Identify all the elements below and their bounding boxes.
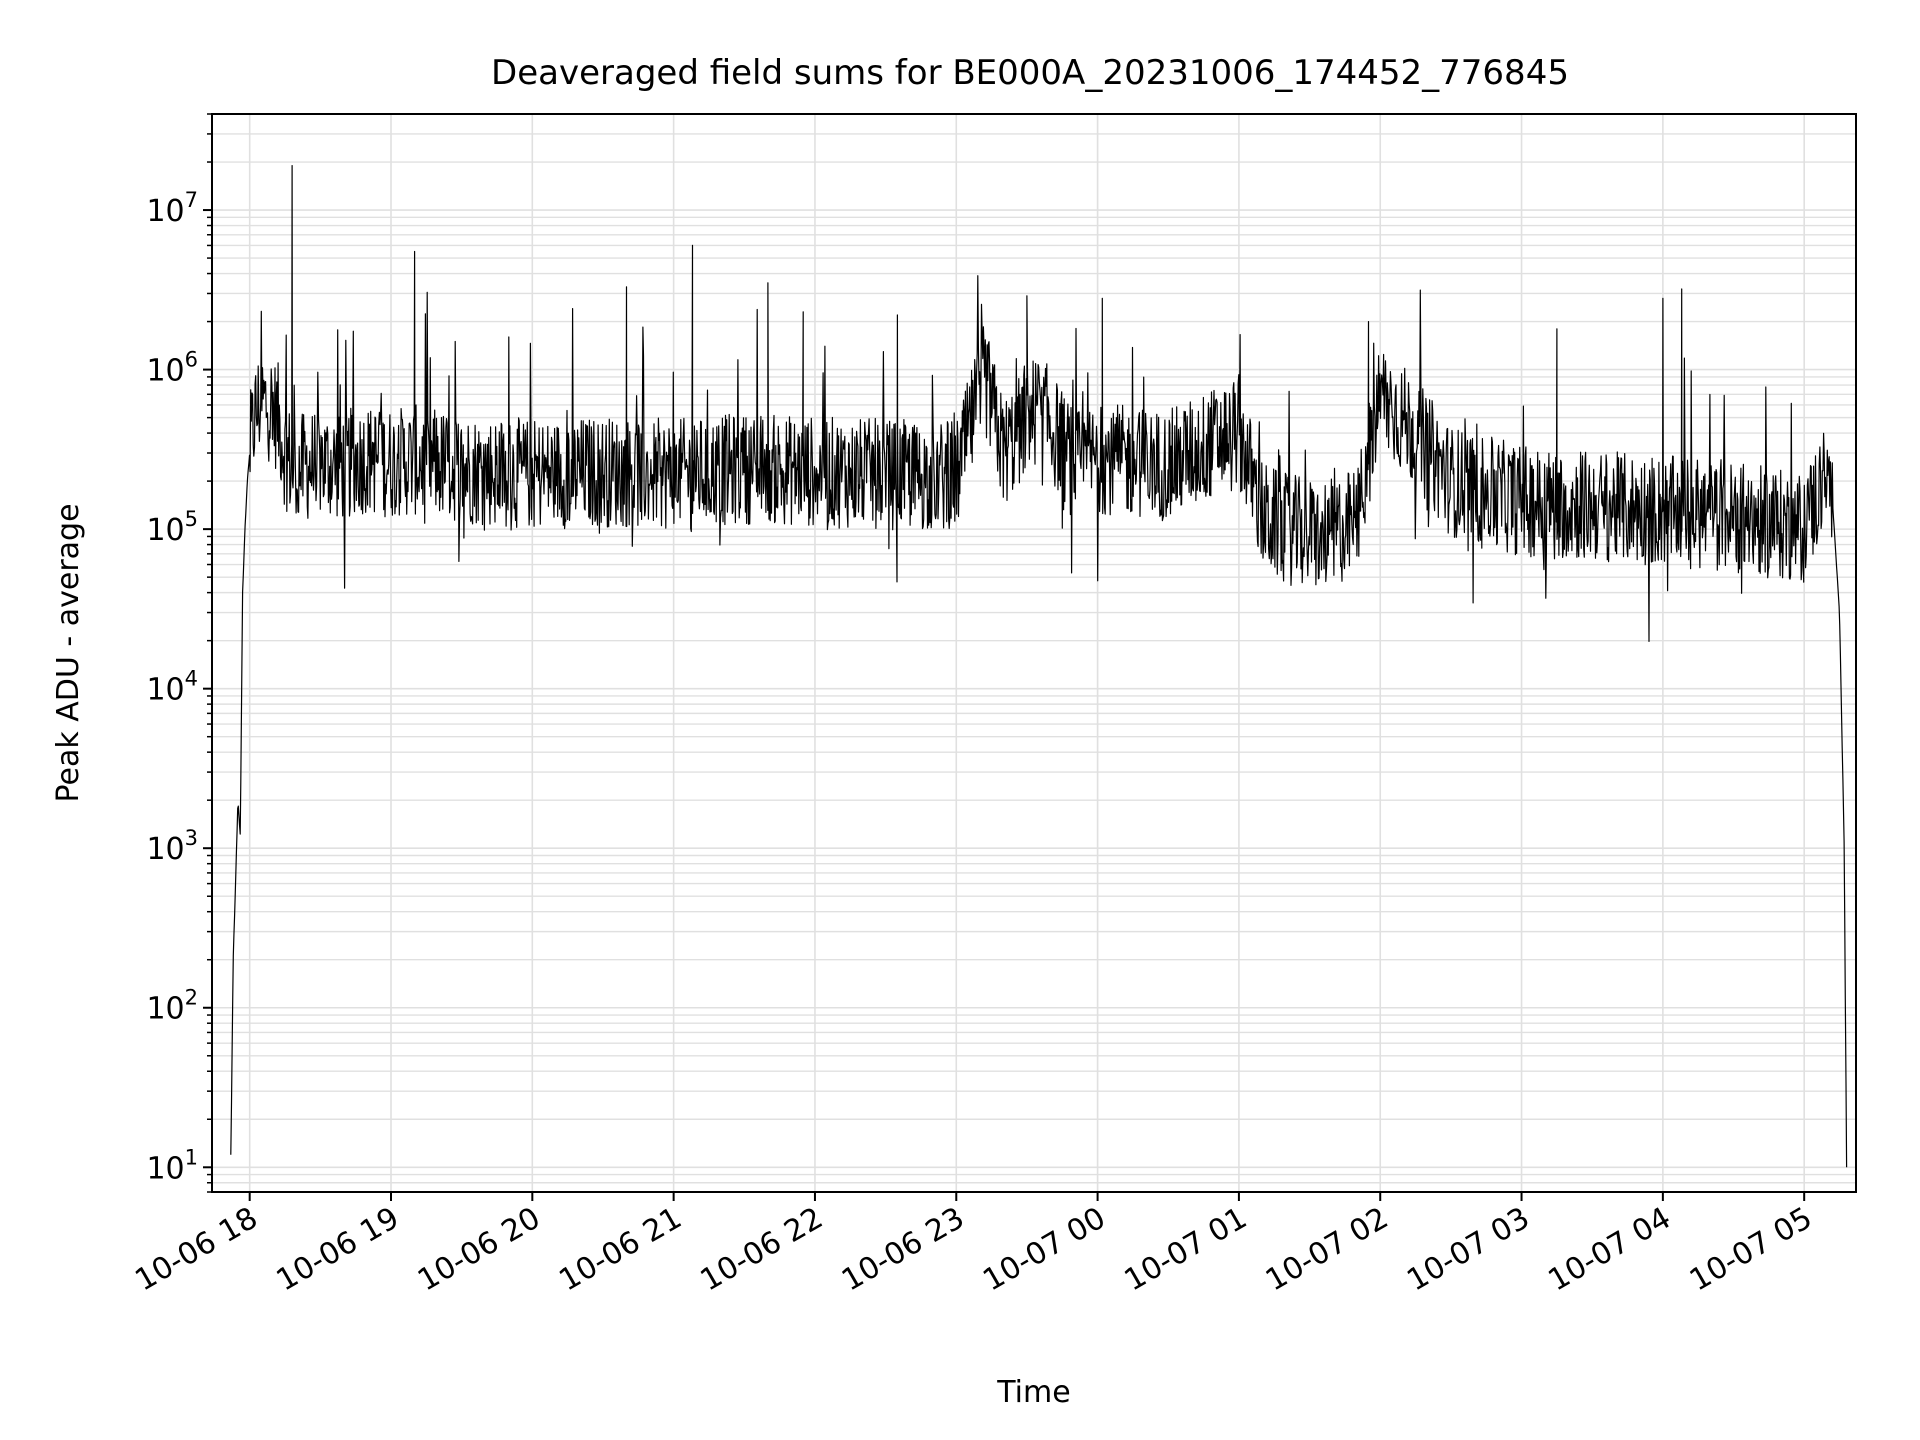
chart-title: Deaveraged field sums for BE000A_2023100… bbox=[491, 53, 1569, 93]
y-tick-label: 101 bbox=[146, 1145, 198, 1186]
y-axis-label: Peak ADU - average bbox=[51, 503, 86, 802]
x-axis-label: Time bbox=[996, 1375, 1070, 1410]
y-tick-label: 104 bbox=[146, 667, 198, 708]
y-tick-label: 107 bbox=[146, 188, 198, 229]
y-tick-label: 103 bbox=[146, 826, 198, 867]
plot-frame bbox=[211, 113, 1857, 1193]
series-line bbox=[230, 165, 1848, 1168]
series-layer bbox=[230, 165, 1848, 1168]
y-tick-label: 106 bbox=[146, 348, 198, 389]
y-axis: 101 102 103 104 105 106 107 bbox=[146, 113, 212, 1193]
y-tick-label: 102 bbox=[146, 986, 198, 1027]
y-tick-label: 105 bbox=[146, 507, 198, 548]
